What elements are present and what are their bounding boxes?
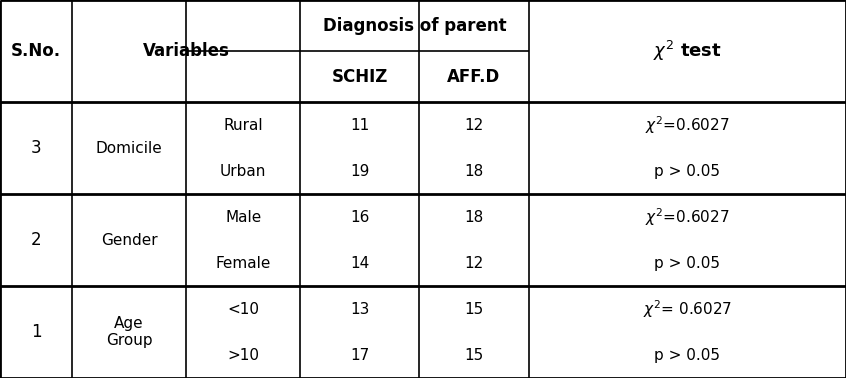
Text: $\chi^2$ test: $\chi^2$ test (653, 39, 722, 63)
Text: Urban: Urban (220, 164, 266, 178)
Text: 18: 18 (464, 164, 483, 178)
Text: 15: 15 (464, 302, 483, 316)
Text: Male: Male (225, 209, 261, 225)
Text: Female: Female (216, 256, 271, 271)
Text: AFF.D: AFF.D (448, 68, 500, 85)
Text: 15: 15 (464, 347, 483, 363)
Text: Domicile: Domicile (96, 141, 162, 156)
Text: $\chi^2$=0.6027: $\chi^2$=0.6027 (645, 206, 729, 228)
Text: p > 0.05: p > 0.05 (654, 256, 721, 271)
Text: $\chi^2$=0.6027: $\chi^2$=0.6027 (645, 114, 729, 136)
Text: Age
Group: Age Group (106, 316, 152, 348)
Text: <10: <10 (228, 302, 259, 316)
Text: 19: 19 (350, 164, 369, 178)
Text: 3: 3 (30, 139, 41, 157)
Text: 18: 18 (464, 209, 483, 225)
Text: SCHIZ: SCHIZ (332, 68, 387, 85)
Text: 1: 1 (30, 323, 41, 341)
Text: Diagnosis of parent: Diagnosis of parent (322, 17, 507, 34)
Text: Variables: Variables (143, 42, 229, 60)
Text: p > 0.05: p > 0.05 (654, 347, 721, 363)
Text: Gender: Gender (101, 232, 157, 248)
Text: 16: 16 (350, 209, 369, 225)
Text: 2: 2 (30, 231, 41, 249)
Text: 12: 12 (464, 256, 483, 271)
Text: 17: 17 (350, 347, 369, 363)
Text: >10: >10 (228, 347, 259, 363)
Text: 12: 12 (464, 118, 483, 133)
Text: Rural: Rural (223, 118, 263, 133)
Text: p > 0.05: p > 0.05 (654, 164, 721, 178)
Text: 14: 14 (350, 256, 369, 271)
Text: S.No.: S.No. (11, 42, 61, 60)
Text: $\chi^2$= 0.6027: $\chi^2$= 0.6027 (643, 298, 732, 320)
Text: 11: 11 (350, 118, 369, 133)
Text: 13: 13 (350, 302, 369, 316)
